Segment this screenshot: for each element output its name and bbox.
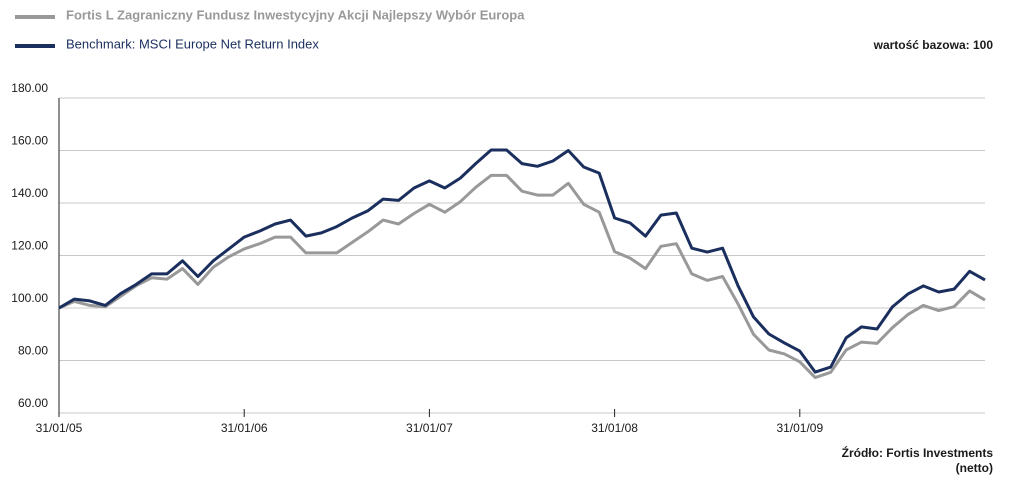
y-tick-label: 60.00 [18,396,48,410]
legend-label: Fortis L Zagraniczny Fundusz Inwestycyjn… [66,7,525,22]
y-tick-label: 180.00 [11,81,48,95]
series-line [58,173,986,380]
y-tick-label: 140.00 [11,186,48,200]
source-note: (netto) [956,461,993,475]
y-tick-label: 100.00 [11,291,48,305]
base-value-note: wartość bazowa: 100 [873,38,994,52]
x-tick-label: 31/01/06 [221,421,268,435]
source: Źródło: Fortis Investments [842,445,994,460]
legend-label: Benchmark: MSCI Europe Net Return Index [66,36,319,51]
x-tick-label: 31/01/09 [776,421,823,435]
x-tick-label: 31/01/08 [591,421,638,435]
series-line [58,148,986,374]
y-tick-label: 120.00 [11,239,48,253]
x-tick-label: 31/01/07 [406,421,453,435]
y-tick-label: 160.00 [11,134,48,148]
x-tick-label: 31/01/05 [36,421,83,435]
y-tick-label: 80.00 [18,344,48,358]
